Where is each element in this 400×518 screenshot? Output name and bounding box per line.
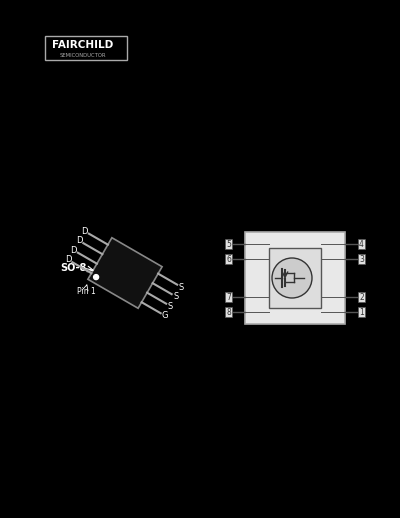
Text: 7: 7 (226, 293, 231, 301)
Polygon shape (88, 238, 162, 308)
Text: D: D (65, 255, 71, 264)
Text: S: S (168, 301, 173, 311)
Text: 5: 5 (226, 239, 231, 249)
Bar (245, 232, 345, 324)
Text: 4: 4 (359, 239, 364, 249)
Circle shape (94, 275, 98, 280)
Text: S: S (173, 292, 179, 301)
Text: 1: 1 (359, 308, 364, 316)
Bar (269, 248, 321, 308)
Text: 6: 6 (226, 254, 231, 264)
Circle shape (272, 258, 312, 298)
Text: 3: 3 (359, 254, 364, 264)
Text: 2: 2 (359, 293, 364, 301)
Text: D: D (70, 246, 77, 255)
Bar (45, 36, 127, 60)
Text: Pin 1: Pin 1 (76, 287, 95, 296)
Text: SO-8: SO-8 (60, 263, 86, 273)
Text: D: D (81, 227, 88, 236)
Text: D: D (76, 236, 82, 245)
Text: 8: 8 (226, 308, 231, 316)
Text: S: S (179, 283, 184, 292)
Text: G: G (162, 311, 168, 320)
Text: FAIRCHILD: FAIRCHILD (52, 40, 114, 50)
Text: SEMICONDUCTOR: SEMICONDUCTOR (60, 52, 106, 57)
